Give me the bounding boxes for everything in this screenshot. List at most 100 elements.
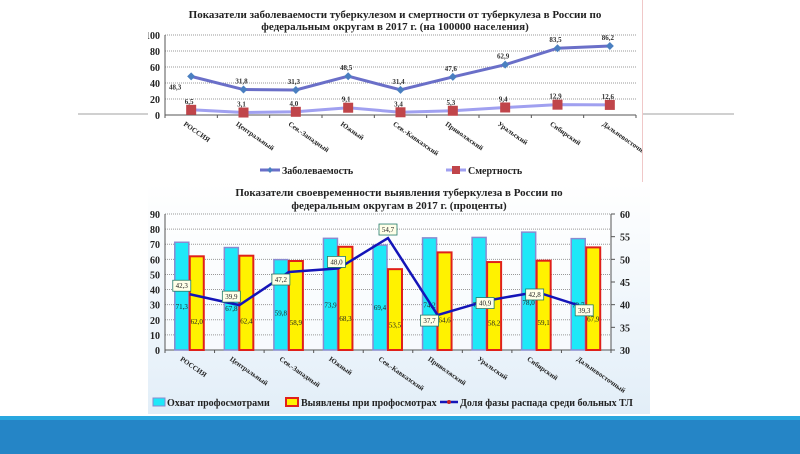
chart2-bar-coverage [174,241,190,351]
chart2-category-label: Приволжский [426,355,467,387]
chart1-category-label: Центральный [234,120,275,152]
chart2-bar-data-label: 67,8 [225,305,238,313]
chart1-ytick-label: 100 [148,31,160,42]
chart1-ytick-label: 20 [150,95,160,106]
chart1-data-label: 31,4 [392,78,405,86]
chart1-data-label: 31,3 [288,78,301,86]
chart1-data-label: 9,1 [342,96,351,104]
chart1-point-incidence [396,85,405,94]
chart2-line-label-box [420,314,439,327]
chart1-data-label: 86,2 [602,34,615,42]
chart2-bar-coverage [570,237,586,351]
chart1-ytick-label: 0 [155,111,160,122]
chart2-bar-data-label: 69,4 [374,304,387,312]
chart2-bar-coverage [322,237,339,351]
chart2-category-label: Южный [327,355,353,377]
chart1-category-label: Уральский [496,120,529,147]
chart1-point-mortality [290,106,301,117]
chart2-category-label: РОССИЯ [179,355,208,379]
chart1-point-incidence [187,72,196,81]
chart2-legend-label: Охват профосмотрами [167,398,270,409]
chart1-data-label: 9,4 [499,95,508,103]
chart2-bar-coverage [372,244,388,351]
chart1-data-label: 3,4 [394,100,403,108]
chart2-line-data-label: 37,7 [423,317,436,325]
chart2-bar-data-label: 67,9 [587,315,600,323]
legend-yellow-swatch-icon [285,397,299,407]
chart2-bar-coverage [471,236,487,351]
chart1-ytick-label: 60 [150,63,160,74]
chart1-point-incidence [553,44,562,53]
chart1-point-incidence [291,85,300,94]
chart2-category-label: Центральный [228,355,269,387]
chart2-line-data-label: 48,0 [330,258,343,266]
chart1-category-label: Сев.-Кавказский [391,120,440,157]
chart1-point-incidence [501,60,510,69]
chart2-ytick-left-label: 10 [150,331,160,342]
chart2-ytick-left-label: 90 [150,210,160,221]
chart1-category-label: Сибирский [548,120,582,147]
chart2-bar-data-label: 59,1 [538,319,551,327]
decorative-line-right [642,113,734,115]
chart1-point-incidence [239,85,248,94]
chart2-line-label-box [327,256,346,268]
chart1-data-label: 48,3 [169,83,182,91]
chart2-decay-line [189,236,587,317]
decorative-line-left [78,113,148,115]
chart2-line-label-box [221,290,241,303]
chart1-category-label: Сев.-Западный [287,120,331,154]
chart2-legend-label: Выявлены при профосмотрах [301,398,437,409]
chart2-ytick-left-label: 50 [150,270,160,281]
chart2-bar-data-label: 58,2 [488,319,501,327]
chart1-point-mortality [395,107,406,118]
chart2-line-data-label: 39,9 [225,293,238,301]
chart2-bar-data-label: 71,3 [176,303,189,311]
chart2-bar-detected [287,259,304,351]
chart2-ytick-right-label: 55 [620,233,630,244]
legend-square-icon [452,166,460,174]
chart2-line-data-label: 54,7 [382,226,395,234]
chart2-bar-detected [535,259,552,351]
chart1-category-label: Южный [339,120,365,142]
legend-cyan-swatch-icon [152,397,166,407]
chart2-bar-detected [188,255,205,351]
chart2-bar-data-label: 62,0 [191,318,204,326]
chart1-point-mortality [343,102,354,113]
chart2-line-label-box [378,223,398,236]
chart1-data-label: 47,6 [445,65,458,73]
chart2-bar-detected [585,246,602,352]
chart2-ytick-right-label: 30 [620,346,630,357]
chart1-data-label: 5,3 [446,99,455,107]
chart2-category-label: Сев.-Западный [278,355,322,389]
chart2-ytick-right-label: 50 [620,255,630,266]
chart2-line-data-label: 47,2 [275,276,288,284]
chart1-point-incidence [448,72,457,81]
chart2-bar-data-label: 59,8 [275,310,288,318]
chart2-ytick-right-label: 60 [620,210,630,221]
chart2-ytick-left-label: 70 [150,240,160,251]
chart1-data-label: 31,8 [235,78,248,86]
chart2-bar-data-label: 53,5 [389,321,402,329]
chart1-point-mortality [500,102,511,113]
chart1-point-incidence [344,72,353,81]
chart2-line-data-label: 40,9 [479,300,492,308]
slide-footer-bar [0,416,800,454]
chart2-ytick-right-label: 35 [620,323,630,334]
chart1-legend-label: Заболеваемость [282,166,354,177]
chart2-bar-data-label: 74,2 [423,301,436,309]
chart1-ytick-label: 80 [150,47,160,58]
chart2-svg: 0 10 20 30 40 50 60 70 80 90 30 35 40 45 50 55 60 71,3 67,… [150,210,633,409]
chart1-point-mortality [238,107,249,118]
chart2-ytick-left-label: 80 [150,225,160,236]
chart2-bar-detected [436,251,453,351]
chart2-line-label-box [574,304,594,317]
chart1-title-line1: Показатели заболеваемости туберкулезом и… [188,9,602,21]
chart2-line-data-label: 42,8 [529,291,542,299]
chart2-ytick-right-label: 40 [620,301,630,312]
chart1-category-label: РОССИЯ [182,120,211,144]
chart2-line-data-label: 42,3 [176,282,189,290]
chart1-category-label: Приволжский [444,120,485,152]
chart2-line-label-box [271,273,291,286]
chart2-ytick-right-label: 45 [620,278,630,289]
chart1-data-label: 3,1 [237,101,246,109]
